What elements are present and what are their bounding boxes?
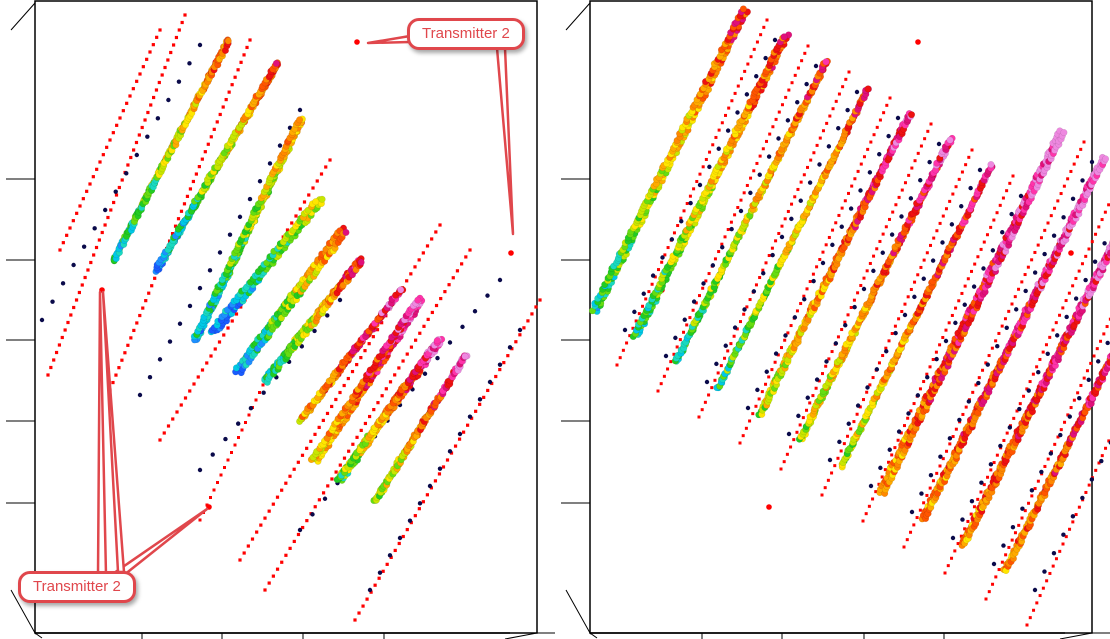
callout-pointers (96, 34, 515, 577)
left-scatter-plot (6, 0, 555, 639)
receiver-points (622, 37, 1110, 593)
plot-frame (6, 0, 555, 639)
right-plot-panel (555, 0, 1110, 639)
survey-lines (588, 5, 1110, 575)
transmitter-2-callout-top: Transmitter 2 (407, 18, 525, 50)
survey-lines (110, 36, 471, 505)
transmitter-points (615, 18, 1110, 627)
transmitter-2-callout-bottom: Transmitter 2 (18, 571, 136, 603)
plot-frame (561, 0, 1110, 639)
left-plot-panel: Transmitter 2 Transmitter 2 (6, 0, 555, 639)
right-scatter-plot (561, 0, 1110, 639)
